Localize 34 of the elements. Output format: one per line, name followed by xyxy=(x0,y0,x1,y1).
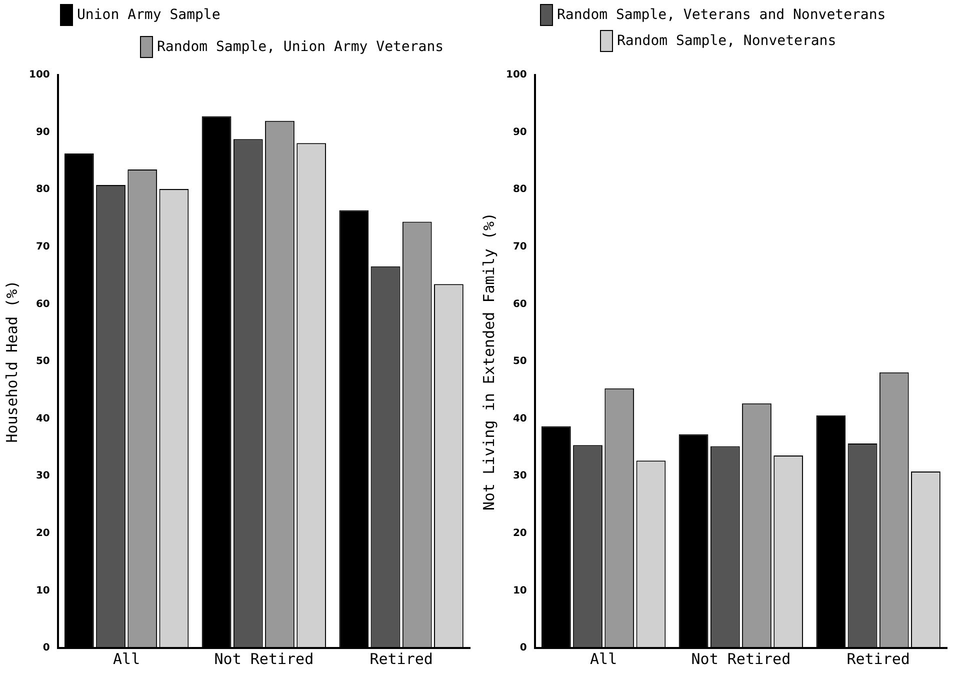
y-tick-label: 10 xyxy=(36,585,50,596)
y-tick-label: 0 xyxy=(42,642,50,654)
x-tick-label: Retired xyxy=(846,650,910,668)
y-tick-label: 60 xyxy=(512,298,527,310)
y-tick-label: 20 xyxy=(512,528,527,539)
y-axis-title: Not Living in Extended Family (%) xyxy=(480,212,498,511)
y-tick-label: 40 xyxy=(36,413,50,424)
y-tick-label: 20 xyxy=(36,528,50,539)
y-tick-label: 90 xyxy=(512,126,527,138)
x-tick-label: All xyxy=(113,650,140,668)
y-tick-label: 60 xyxy=(36,298,50,310)
y-tick-label: 80 xyxy=(36,184,50,196)
y-tick-label: 80 xyxy=(512,184,527,196)
y-axis-title: Household Head (%) xyxy=(2,280,21,443)
y-tick-label: 50 xyxy=(512,356,527,368)
legend-label: Random Sample, Union Army Veterans xyxy=(157,39,444,55)
y-tick-label: 50 xyxy=(36,356,50,368)
y-tick-label: 30 xyxy=(512,470,527,482)
x-tick-label: All xyxy=(590,650,618,668)
y-tick-label: 30 xyxy=(36,470,50,482)
x-tick-label: Not Retired xyxy=(691,650,791,668)
x-tick-label: Retired xyxy=(370,650,433,668)
y-tick-label: 100 xyxy=(506,70,527,81)
y-tick-label: 70 xyxy=(36,241,50,252)
y-tick-label: 90 xyxy=(36,126,50,138)
y-tick-label: 40 xyxy=(512,413,527,424)
x-tick-label: Not Retired xyxy=(214,650,314,668)
y-tick-label: 70 xyxy=(512,241,527,252)
y-tick-label: 100 xyxy=(29,70,50,81)
legend-label: Random Sample, Nonveterans xyxy=(617,33,836,49)
legend-label: Union Army Sample xyxy=(77,7,220,23)
y-tick-label: 10 xyxy=(512,585,527,596)
y-tick-label: 0 xyxy=(520,642,527,654)
legend-label: Random Sample, Veterans and Nonveterans xyxy=(557,7,886,23)
